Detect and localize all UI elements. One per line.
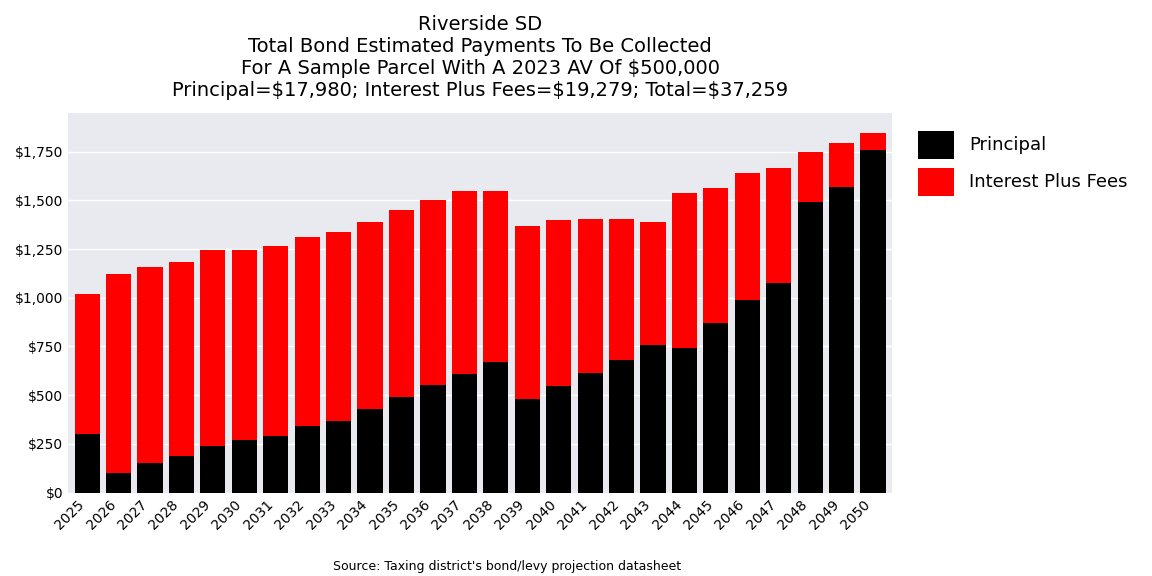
Bar: [766, 283, 791, 492]
Title: Riverside SD
Total Bond Estimated Payments To Be Collected
For A Sample Parcel W: Riverside SD Total Bond Estimated Paymen…: [172, 15, 788, 100]
Bar: [641, 222, 666, 346]
Bar: [704, 188, 728, 323]
Text: Source: Taxing district's bond/levy projection datasheet: Source: Taxing district's bond/levy proj…: [333, 560, 681, 573]
Bar: [75, 294, 100, 434]
Bar: [232, 440, 257, 492]
Bar: [452, 191, 477, 374]
Bar: [861, 133, 886, 150]
Bar: [672, 192, 697, 348]
Bar: [295, 426, 320, 492]
Bar: [326, 420, 351, 492]
Bar: [546, 386, 571, 492]
Bar: [829, 187, 854, 492]
Bar: [106, 473, 131, 492]
Bar: [137, 463, 162, 492]
Bar: [735, 173, 760, 300]
Bar: [106, 274, 131, 473]
Bar: [389, 397, 414, 492]
Bar: [420, 385, 446, 492]
Bar: [515, 399, 540, 492]
Bar: [357, 409, 382, 492]
Bar: [735, 300, 760, 492]
Bar: [452, 374, 477, 492]
Bar: [483, 191, 508, 362]
Bar: [515, 226, 540, 399]
Bar: [704, 323, 728, 492]
Bar: [357, 222, 382, 409]
Bar: [861, 150, 886, 492]
Bar: [766, 168, 791, 283]
Bar: [232, 250, 257, 440]
Bar: [577, 373, 602, 492]
Bar: [609, 360, 634, 492]
Bar: [420, 200, 446, 385]
Legend: Principal, Interest Plus Fees: Principal, Interest Plus Fees: [909, 122, 1136, 204]
Bar: [672, 348, 697, 492]
Bar: [75, 434, 100, 492]
Bar: [797, 202, 823, 492]
Bar: [546, 220, 571, 386]
Bar: [169, 262, 194, 456]
Bar: [263, 246, 288, 436]
Bar: [200, 446, 226, 492]
Bar: [137, 267, 162, 463]
Bar: [326, 233, 351, 420]
Bar: [200, 250, 226, 446]
Bar: [295, 237, 320, 426]
Bar: [389, 210, 414, 397]
Bar: [609, 219, 634, 360]
Bar: [577, 219, 602, 373]
Bar: [263, 436, 288, 492]
Bar: [797, 151, 823, 202]
Bar: [641, 346, 666, 492]
Bar: [483, 362, 508, 492]
Bar: [829, 143, 854, 187]
Bar: [169, 456, 194, 492]
